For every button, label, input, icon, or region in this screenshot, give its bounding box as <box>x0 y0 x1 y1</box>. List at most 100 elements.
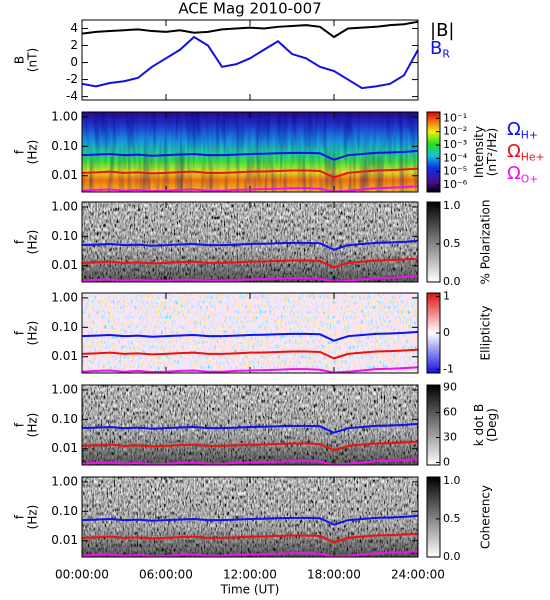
series-line <box>82 514 418 526</box>
colorbar-tick-label: 10⁻³ <box>443 138 467 151</box>
colorbar-tick-label: 10⁻¹ <box>443 111 467 124</box>
colorbar-tick-label: 30 <box>443 431 457 444</box>
y-tick-label: 0.01 <box>51 441 78 455</box>
y-tick-label: 0.01 <box>51 533 78 547</box>
x-axis-label: Time (UT) <box>220 583 280 597</box>
series-line <box>82 440 418 452</box>
series-line <box>82 35 418 90</box>
series-line <box>82 275 418 282</box>
colorbar-label: (Deg) <box>485 408 499 442</box>
plot-frame <box>81 19 419 101</box>
series-line <box>82 257 418 269</box>
y-axis-label: (Hz) <box>26 413 40 438</box>
series-line <box>82 348 418 360</box>
colorbar-tick-label: 1.0 <box>443 199 461 212</box>
panel <box>82 293 418 373</box>
y-tick-label: 4 <box>70 21 78 35</box>
lines <box>82 149 418 192</box>
x-tick-label: 24:00:00 <box>391 568 445 582</box>
colorbar <box>426 111 441 193</box>
series-line <box>82 458 418 465</box>
y-tick-label: 2 <box>70 38 78 52</box>
colorbar-tick-label: 1.0 <box>443 474 461 487</box>
lines <box>82 422 418 465</box>
spectrogram-shade <box>82 202 418 282</box>
y-axis-label: B <box>13 56 27 64</box>
lines <box>82 514 418 557</box>
spectrogram-image <box>82 293 418 373</box>
series-line <box>82 167 418 179</box>
legend-entry: ΩHe+ <box>507 141 545 163</box>
x-tick-label: 12:00:00 <box>223 568 277 582</box>
legend-entry: ΩH+ <box>507 119 538 141</box>
series-line <box>82 366 418 373</box>
series-line <box>82 239 418 251</box>
series-line <box>82 149 418 161</box>
y-tick-label: 0.10 <box>51 504 78 518</box>
y-tick-label: 0.10 <box>51 320 78 334</box>
colorbar-tick-label: 60 <box>443 406 457 419</box>
y-tick-label: -4 <box>66 89 78 103</box>
colorbar-tick-label: -1 <box>443 362 454 375</box>
colorbar-tick-label: 10⁻² <box>443 125 467 138</box>
y-tick-label: 1.00 <box>51 382 78 396</box>
y-tick-label: 0.01 <box>51 349 78 363</box>
y-axis-label: (Hz) <box>26 321 40 346</box>
colorbar-label: % Polarization <box>479 200 493 285</box>
colorbar <box>426 384 441 466</box>
colorbar-tick-label: 0 <box>443 326 450 339</box>
y-axis-label: f <box>13 149 27 154</box>
colorbar-label: Coherency <box>479 485 493 549</box>
series-line <box>82 550 418 557</box>
colorbar-label: (nT²/Hz) <box>485 128 499 176</box>
y-axis-label: f <box>13 422 27 427</box>
colorbar-tick-label: 10⁻⁶ <box>443 178 468 191</box>
colorbar-tick-label: 10⁻⁵ <box>443 165 467 178</box>
series-line <box>82 185 418 192</box>
y-tick-label: 1.00 <box>51 109 78 123</box>
panel <box>82 202 418 282</box>
legend-entry: BR <box>430 38 450 60</box>
plot-frame <box>81 111 419 193</box>
spectrogram-shade <box>82 385 418 465</box>
colorbar <box>426 201 441 283</box>
y-axis-label: (Hz) <box>26 140 40 165</box>
panel <box>82 477 418 557</box>
colorbar-label: Intensity <box>472 126 486 178</box>
colorbar-tick-label: 0.0 <box>443 275 461 288</box>
colorbar-tick-label: 0.5 <box>443 512 461 525</box>
series-line <box>82 330 418 342</box>
colorbar <box>426 476 441 558</box>
y-tick-label: 0 <box>70 55 78 69</box>
plot-frame <box>81 384 419 466</box>
y-tick-label: 0.01 <box>51 168 78 182</box>
y-axis-label: (Hz) <box>26 505 40 530</box>
series-line <box>82 20 418 39</box>
colorbar-tick-label: 10⁻⁴ <box>443 151 468 164</box>
y-tick-label: -2 <box>66 72 78 86</box>
y-tick-label: 1.00 <box>51 290 78 304</box>
x-tick-label: 06:00:00 <box>139 568 193 582</box>
colorbar-label: k dot B <box>472 404 486 446</box>
colorbar-tick-label: 1 <box>443 290 450 303</box>
colorbar-label: Ellipticity <box>479 306 493 361</box>
lines <box>82 20 418 90</box>
panel <box>82 385 418 465</box>
y-tick-label: 0.10 <box>51 139 78 153</box>
spectrogram-texture <box>82 112 418 192</box>
x-tick-label: 18:00:00 <box>307 568 361 582</box>
series-line <box>82 532 418 544</box>
colorbar-tick-label: 0.5 <box>443 237 461 250</box>
colorbar-tick-label: 0.0 <box>443 550 461 563</box>
colorbar-tick-label: 90 <box>443 381 457 394</box>
y-axis-label: f <box>13 239 27 244</box>
y-tick-label: 0.10 <box>51 412 78 426</box>
chart-title: ACE Mag 2010-007 <box>178 0 321 18</box>
y-axis-label: f <box>13 514 27 519</box>
y-tick-label: 1.00 <box>51 199 78 213</box>
legend-entry: ΩO+ <box>507 163 538 185</box>
spectrogram-shade <box>82 477 418 557</box>
y-axis-label: (nT) <box>26 48 40 72</box>
y-axis-label: (Hz) <box>26 230 40 255</box>
